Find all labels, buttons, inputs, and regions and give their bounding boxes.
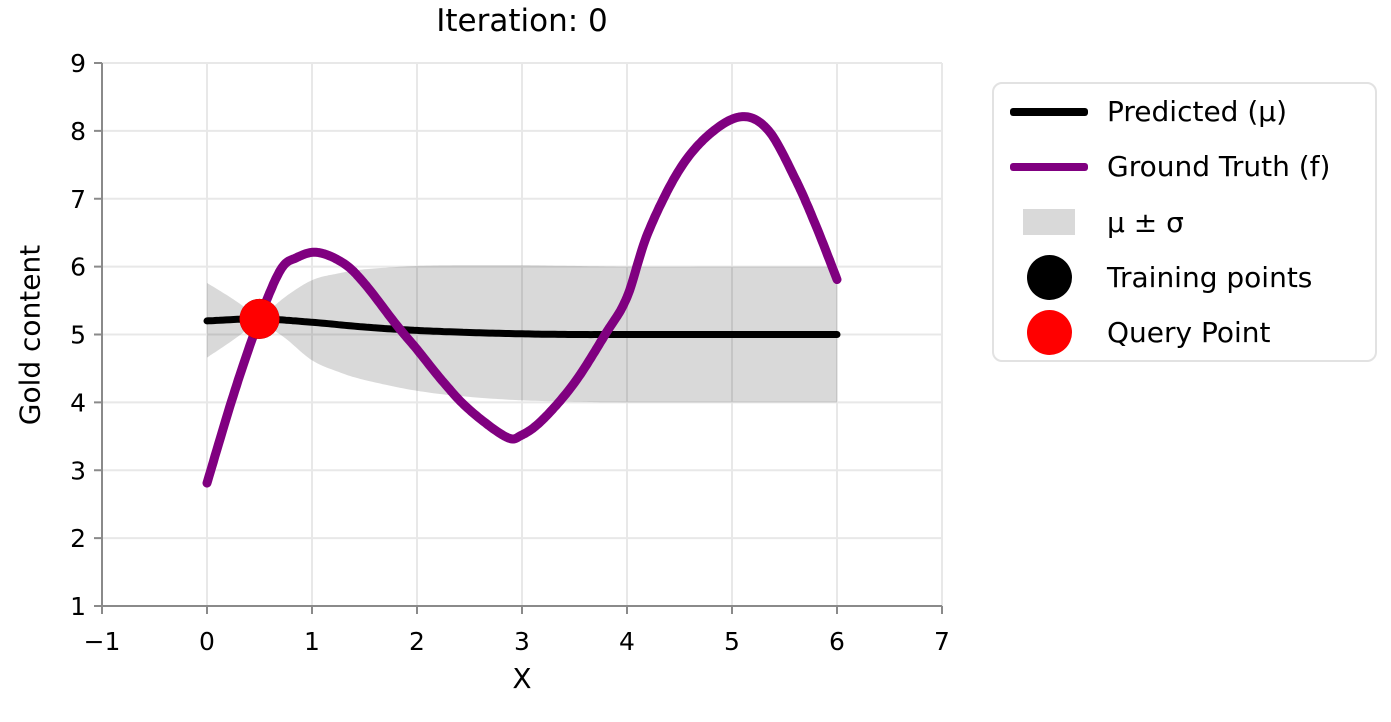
legend-label-sigma-band: μ ± σ: [1107, 205, 1184, 239]
legend-label-query-point: Query Point: [1107, 315, 1271, 349]
y-tick-label: 6: [70, 253, 86, 282]
legend-marker: [1004, 209, 1094, 235]
legend-item-sigma-band: μ ± σ: [994, 194, 1375, 249]
y-tick-label: 7: [70, 185, 86, 214]
legend-item-training-points: Training points: [994, 250, 1375, 305]
axis-spines: [94, 62, 943, 614]
training-points-dot-icon: [1026, 254, 1072, 300]
ground-truth-line-swatch-icon: [1010, 162, 1088, 171]
y-tick-labels: 1 2 3 4 5 6 7 8 9: [70, 49, 86, 621]
y-tick-label: 2: [70, 524, 86, 553]
legend-marker: [1004, 107, 1094, 116]
legend-marker: [1004, 162, 1094, 171]
x-tick-label: 5: [724, 627, 740, 656]
chart-title: Iteration: 0: [436, 3, 608, 39]
x-tick-label: 0: [199, 627, 215, 656]
sigma-band-swatch-icon: [1023, 209, 1075, 235]
x-tick-labels: −1 0 1 2 3 4 5 6 7: [84, 627, 950, 656]
predicted-mu-curve: [203, 315, 841, 339]
y-tick-label: 9: [70, 49, 86, 78]
legend-label-predicted: Predicted (μ): [1107, 95, 1288, 129]
x-axis-label: X: [512, 662, 532, 695]
legend-item-predicted: Predicted (μ): [994, 84, 1375, 139]
x-tick-label: 2: [409, 627, 425, 656]
predicted-line-swatch-icon: [1010, 107, 1088, 116]
x-tick-label: 6: [829, 627, 845, 656]
legend-marker: [1004, 309, 1094, 355]
x-tick-label: 4: [619, 627, 635, 656]
x-tick-label: 1: [304, 627, 320, 656]
y-tick-label: 5: [70, 321, 86, 350]
legend-item-query-point: Query Point: [994, 305, 1375, 360]
legend-marker: [1004, 254, 1094, 300]
y-tick-label: 8: [70, 117, 86, 146]
query-point-dot-icon: [1026, 309, 1072, 355]
y-tick-label: 1: [70, 592, 86, 621]
ground-truth-curve: [202, 112, 842, 488]
x-tick-label: 7: [934, 627, 950, 656]
x-tick-label: 3: [514, 627, 530, 656]
legend-label-ground-truth: Ground Truth (f): [1107, 150, 1331, 184]
y-tick-label: 3: [70, 456, 86, 485]
legend-label-training-points: Training points: [1107, 260, 1313, 294]
legend-box: Predicted (μ) Ground Truth (f) μ ± σ Tra…: [992, 82, 1377, 362]
legend-item-ground-truth: Ground Truth (f): [994, 139, 1375, 194]
x-tick-label: −1: [84, 627, 121, 656]
y-tick-label: 4: [70, 388, 86, 417]
query-point-marker: [239, 298, 280, 339]
